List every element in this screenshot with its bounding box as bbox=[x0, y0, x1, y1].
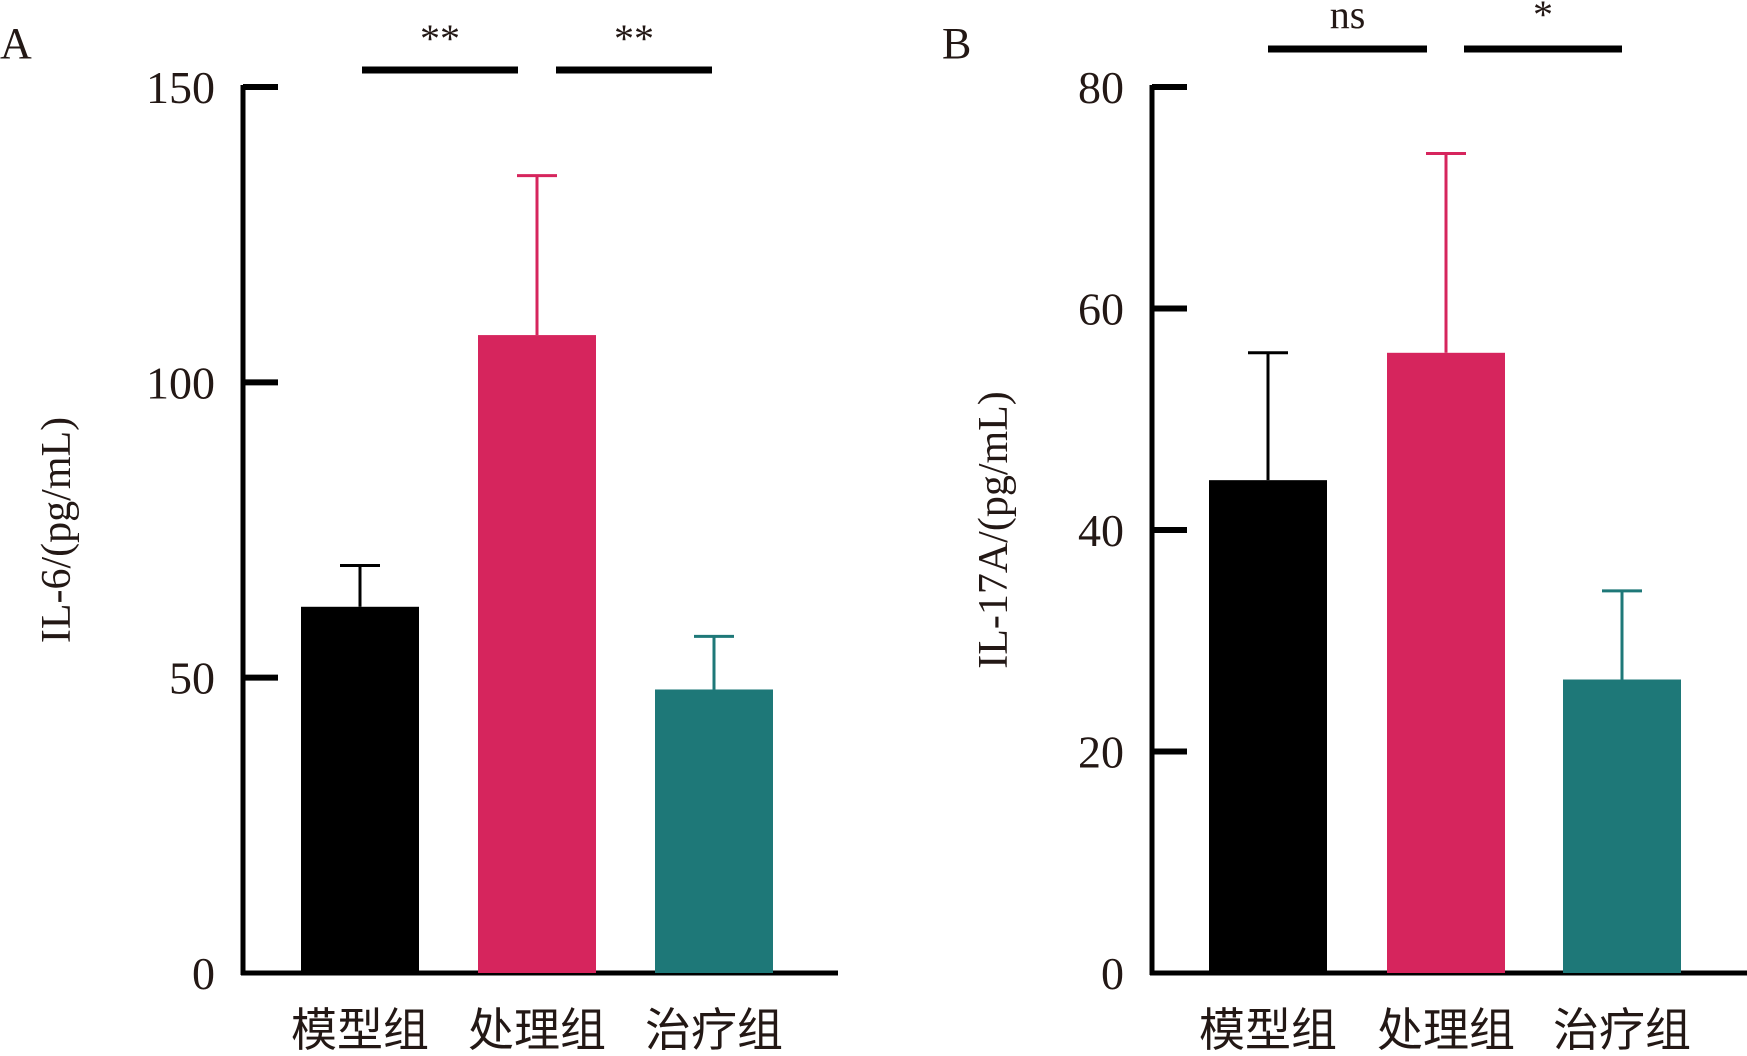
y-axis-title: IL-6/(pg/mL) bbox=[34, 417, 80, 643]
y-tick-label: 20 bbox=[1078, 727, 1124, 778]
significance-label: ** bbox=[614, 16, 654, 61]
y-tick-label: 150 bbox=[146, 62, 215, 113]
y-axis-title: IL-17A/(pg/mL) bbox=[971, 391, 1017, 669]
significance-label: ns bbox=[1330, 0, 1366, 37]
y-tick-label: 0 bbox=[1101, 948, 1124, 999]
significance-label: ** bbox=[420, 16, 460, 61]
y-tick-label: 60 bbox=[1078, 284, 1124, 335]
significance-label: * bbox=[1533, 0, 1553, 37]
chart-panel-a: A 0 50 100 150 IL-6/(pg/mL) 模型组 处理组 治疗组 ** ** bbox=[0, 16, 838, 1056]
x-category-label: 治疗组 bbox=[1553, 1003, 1691, 1056]
x-category-label: 处理组 bbox=[1377, 1003, 1515, 1056]
bar-0 bbox=[301, 606, 419, 973]
x-category-label: 治疗组 bbox=[645, 1003, 783, 1056]
bar-1 bbox=[1387, 352, 1505, 973]
y-tick-label: 40 bbox=[1078, 505, 1124, 556]
bar-1 bbox=[478, 335, 596, 974]
y-tick-label: 100 bbox=[146, 357, 215, 408]
bar-0 bbox=[1209, 480, 1327, 973]
x-category-label: 模型组 bbox=[1199, 1003, 1337, 1056]
panel-letter: A bbox=[0, 19, 32, 68]
x-category-label: 处理组 bbox=[468, 1003, 606, 1056]
x-category-label: 模型组 bbox=[291, 1003, 429, 1056]
y-tick-label: 50 bbox=[169, 653, 215, 704]
bar-2 bbox=[655, 689, 773, 973]
y-tick-label: 0 bbox=[192, 948, 215, 999]
bar-2 bbox=[1563, 679, 1681, 973]
y-tick-label: 80 bbox=[1078, 62, 1124, 113]
chart-panel-b: B 0 20 40 60 80 IL-17A/(pg/mL) 模型组 处理组 治疗组 ns * bbox=[942, 0, 1747, 1056]
panel-letter: B bbox=[942, 19, 971, 68]
